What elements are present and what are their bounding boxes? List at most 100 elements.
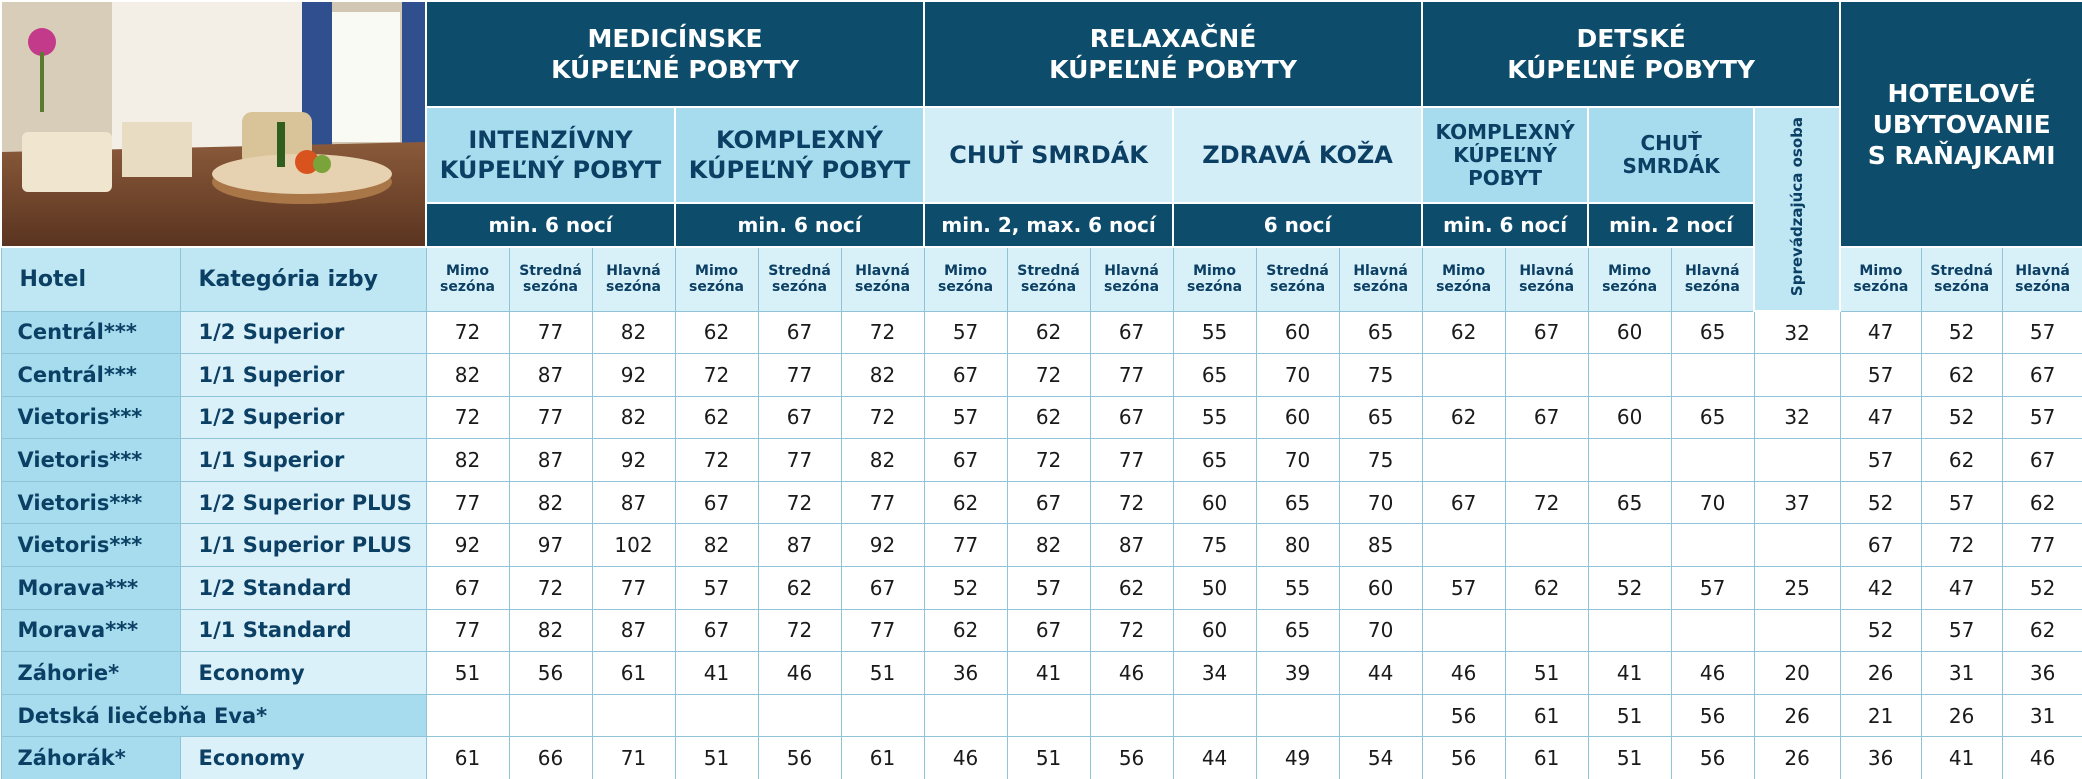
price-cell: 77: [841, 481, 924, 524]
price-cell: 77: [509, 311, 592, 354]
subgroup-title: CHUŤ SMRDÁK: [924, 107, 1173, 203]
price-cell: 77: [2002, 524, 2082, 567]
price-cell: 67: [1505, 311, 1588, 354]
empty-cell: [426, 694, 509, 737]
empty-cell: [1505, 609, 1588, 652]
hotel-name: Detská liečebňa Eva*: [1, 694, 426, 737]
price-cell: 61: [1505, 694, 1588, 737]
season-header: Stredná sezóna: [1921, 247, 2002, 311]
subgroup-title: INTENZÍVNY KÚPEĽNÝ POBYT: [426, 107, 675, 203]
season-header: Mimo sezóna: [1588, 247, 1671, 311]
price-cell: 61: [426, 737, 509, 779]
price-cell: 87: [1090, 524, 1173, 567]
price-cell: 41: [1921, 737, 2002, 779]
price-cell: 77: [426, 609, 509, 652]
data-row: Vietoris***1/1 Superior82879272778267727…: [1, 439, 2082, 482]
min-nights: 6 nocí: [1173, 203, 1422, 247]
price-cell: 57: [1921, 481, 2002, 524]
price-cell: 51: [426, 652, 509, 695]
empty-cell: [1339, 694, 1422, 737]
empty-cell: [1671, 524, 1754, 567]
price-cell: 62: [675, 311, 758, 354]
price-cell: 67: [1422, 481, 1505, 524]
price-cell: 56: [1671, 694, 1754, 737]
price-cell: 67: [2002, 354, 2082, 397]
empty-cell: [1754, 439, 1840, 482]
room-category: Economy: [180, 737, 426, 779]
price-cell: 46: [758, 652, 841, 695]
price-cell: 62: [675, 396, 758, 439]
hotel-header: Hotel: [1, 247, 180, 311]
season-header: Mimo sezóna: [1173, 247, 1256, 311]
price-cell: 70: [1339, 609, 1422, 652]
price-cell: 77: [509, 396, 592, 439]
price-cell: 92: [426, 524, 509, 567]
hotel-name: Centrál***: [1, 354, 180, 397]
price-cell: 60: [1173, 609, 1256, 652]
empty-cell: [1588, 354, 1671, 397]
price-cell: 41: [1588, 652, 1671, 695]
price-cell: 46: [1671, 652, 1754, 695]
empty-cell: [509, 694, 592, 737]
empty-cell: [924, 694, 1007, 737]
empty-cell: [1671, 354, 1754, 397]
subgroup-title: CHUŤ SMRDÁK: [1588, 107, 1754, 203]
price-cell: 82: [592, 311, 675, 354]
empty-cell: [1090, 694, 1173, 737]
price-cell: 47: [1840, 396, 1921, 439]
data-row: Vietoris***1/2 Superior72778262677257626…: [1, 396, 2082, 439]
price-cell: 62: [1505, 567, 1588, 610]
season-header: Stredná sezóna: [1007, 247, 1090, 311]
subgroup-title: KOMPLEXNÝ KÚPEĽNÝ POBYT: [1422, 107, 1588, 203]
price-cell: 75: [1339, 439, 1422, 482]
body: MEDICÍNSKE KÚPEĽNÉ POBYTYRELAXAČNÉ KÚPEĽ…: [0, 0, 2082, 779]
price-cell: 25: [1754, 567, 1840, 610]
empty-cell: [1505, 524, 1588, 567]
room-category: 1/2 Superior: [180, 396, 426, 439]
price-cell: 72: [841, 311, 924, 354]
price-cell: 62: [1422, 396, 1505, 439]
price-cell: 46: [2002, 737, 2082, 779]
price-cell: 77: [758, 354, 841, 397]
price-cell: 62: [924, 609, 1007, 652]
hotel-name: Záhorák*: [1, 737, 180, 779]
price-cell: 57: [675, 567, 758, 610]
season-header: Mimo sezóna: [675, 247, 758, 311]
price-cell: 49: [1256, 737, 1339, 779]
empty-cell: [592, 694, 675, 737]
price-cell: 55: [1256, 567, 1339, 610]
group-title: MEDICÍNSKE KÚPEĽNÉ POBYTY: [426, 1, 924, 107]
price-cell: 46: [1422, 652, 1505, 695]
price-cell: 52: [2002, 567, 2082, 610]
empty-cell: [1173, 694, 1256, 737]
empty-cell: [1007, 694, 1090, 737]
price-cell: 42: [1840, 567, 1921, 610]
price-cell: 57: [1921, 609, 2002, 652]
price-cell: 87: [509, 354, 592, 397]
price-cell: 72: [1090, 609, 1173, 652]
price-cell: 61: [592, 652, 675, 695]
price-cell: 60: [1256, 396, 1339, 439]
price-cell: 62: [1921, 354, 2002, 397]
price-cell: 26: [1840, 652, 1921, 695]
price-cell: 87: [758, 524, 841, 567]
room-category: 1/1 Superior: [180, 354, 426, 397]
season-header: Hlavná sezóna: [1090, 247, 1173, 311]
price-cell: 52: [1840, 481, 1921, 524]
empty-cell: [1754, 524, 1840, 567]
room-category: 1/1 Superior: [180, 439, 426, 482]
price-cell: 67: [2002, 439, 2082, 482]
price-cell: 57: [1007, 567, 1090, 610]
price-cell: 77: [841, 609, 924, 652]
empty-cell: [1422, 439, 1505, 482]
price-cell: 36: [2002, 652, 2082, 695]
group-title: DETSKÉ KÚPEĽNÉ POBYTY: [1422, 1, 1840, 107]
season-header: Hlavná sezóna: [1505, 247, 1588, 311]
price-cell: 65: [1339, 311, 1422, 354]
price-cell: 82: [1007, 524, 1090, 567]
empty-cell: [841, 694, 924, 737]
empty-cell: [1505, 439, 1588, 482]
subgroup-title: ZDRAVÁ KOŽA: [1173, 107, 1422, 203]
price-cell: 67: [426, 567, 509, 610]
